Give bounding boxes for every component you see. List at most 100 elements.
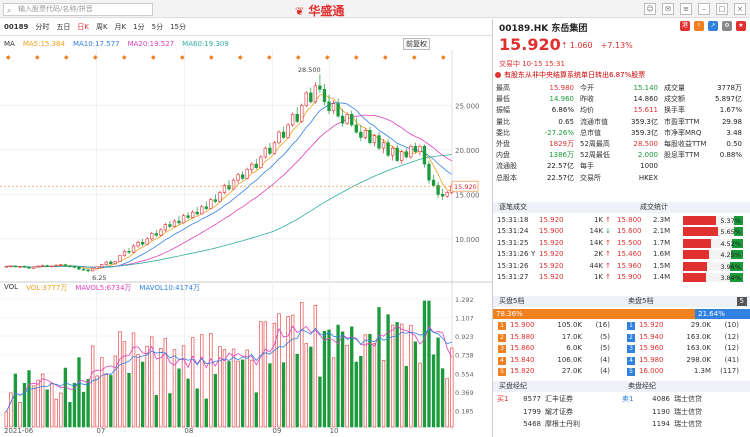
bid-level-num: 5 xyxy=(498,368,506,377)
mavol10-value: MAVOL10:4174万 xyxy=(139,284,200,292)
ask-level[interactable]: 2 15.940 163.0K (12) xyxy=(622,332,750,344)
volume-bar xyxy=(304,343,308,428)
event-marker-icon[interactable]: ◆ xyxy=(122,54,127,61)
broker-header: 买盘经纪 卖盘经纪 xyxy=(493,381,750,392)
bid-level[interactable]: 1 15.900 105.0K (16) xyxy=(493,320,622,332)
favorite-icon[interactable]: ★ xyxy=(736,21,746,31)
volume-bar xyxy=(13,373,18,428)
volume-bar xyxy=(254,392,258,428)
volume-bar xyxy=(322,330,327,428)
stat-percent: 5.37% xyxy=(720,217,741,225)
candle xyxy=(418,146,422,152)
share-icon[interactable]: ↗ xyxy=(708,21,718,31)
settings-icon[interactable]: ⚙ xyxy=(722,21,732,31)
ask-level[interactable]: 5 16.000 1.3M (117) xyxy=(622,366,750,378)
event-marker-icon[interactable]: ◆ xyxy=(267,54,272,61)
news-banner[interactable]: 有股东从非中央结算系统单日转出6.87%股票 xyxy=(495,70,747,81)
bid-level[interactable]: 5 15.820 27.0K (4) xyxy=(493,366,622,378)
quote-value: 14.860 xyxy=(633,95,659,104)
tab-5[interactable]: 1分 xyxy=(133,23,145,31)
quote-value: 1829万 xyxy=(549,139,574,148)
event-marker-icon[interactable]: ◆ xyxy=(6,54,11,61)
candle xyxy=(150,233,154,240)
event-marker-icon[interactable]: ◆ xyxy=(238,54,243,61)
tick-time: 15:31:24 xyxy=(497,227,529,236)
ask-header: 卖盘5档 5 xyxy=(622,296,750,307)
quote-value: 3.48 xyxy=(726,128,742,137)
broker-ask-name[interactable]: 瑞士信贷 xyxy=(674,420,702,428)
event-marker-icon[interactable]: ◆ xyxy=(151,54,156,61)
message-icon[interactable]: ✉ xyxy=(662,3,674,15)
event-marker-icon[interactable]: ◆ xyxy=(325,54,330,61)
tab-4[interactable]: 月K xyxy=(114,23,127,31)
book-row: 2 15.880 17.0K (5) 2 15.940 163.0K (12) xyxy=(493,332,750,344)
adjust-dropdown[interactable]: 前复权 xyxy=(403,38,430,50)
event-marker-icon[interactable]: ◆ xyxy=(412,54,417,61)
ask-level[interactable]: 3 15.960 163.0K (12) xyxy=(622,343,750,355)
bid-level[interactable]: 2 15.880 17.0K (5) xyxy=(493,332,622,344)
app-name: 华盛通 xyxy=(308,4,345,18)
candle xyxy=(345,113,349,124)
candle xyxy=(168,224,172,227)
quote-label: 流通市值 xyxy=(580,117,608,126)
broker-bid-id: 5468 xyxy=(523,420,541,428)
volume-bar xyxy=(95,375,99,428)
stat-price: 15.600 xyxy=(617,227,642,236)
close-icon[interactable]: × xyxy=(734,3,746,15)
volume-bar xyxy=(36,379,40,428)
broker-bid-name[interactable]: 耀才证券 xyxy=(545,407,573,416)
menu-icon[interactable]: ≡ xyxy=(680,3,692,15)
tab-0[interactable]: 分时 xyxy=(35,23,50,31)
event-marker-icon[interactable]: ◆ xyxy=(180,54,185,61)
quote-row: 量比 0.65 流通市值 359.3亿 市盈率TTM 29.98 xyxy=(496,117,748,128)
ask-level[interactable]: 1 15.920 29.0K (10) xyxy=(622,320,750,332)
tab-stats[interactable]: 成交统计 xyxy=(640,203,668,211)
stat-bar-fill-green xyxy=(730,272,743,282)
candle xyxy=(327,101,331,112)
volume-bar xyxy=(236,360,240,428)
ask-level[interactable]: 4 15.980 298.0K (41) xyxy=(622,355,750,367)
ask-level-num: 4 xyxy=(627,356,635,365)
tick-price: 15.920 xyxy=(539,261,564,270)
bid-ask-ratio: 78.36% 21.64% xyxy=(493,309,750,319)
broker-bid-name[interactable]: 汇丰证券 xyxy=(545,395,573,403)
minimize-icon[interactable]: – xyxy=(698,3,710,15)
alert-icon[interactable]: ! xyxy=(694,21,704,31)
volume-bar xyxy=(313,304,318,428)
tick-row: 15:31:26 Y 15.920 2K ↑ 15.460 1.6M 4.25% xyxy=(493,249,750,260)
broker-ask-name[interactable]: 瑞士信贷 xyxy=(674,407,702,416)
event-marker-icon[interactable]: ◆ xyxy=(354,54,359,61)
event-marker-icon[interactable]: ◆ xyxy=(64,54,69,61)
tab-7[interactable]: 15分 xyxy=(170,23,186,31)
bid-count: (16) xyxy=(595,321,610,329)
quote-row: 最低 14.960 昨收 14.860 成交额 5.897亿 xyxy=(496,94,748,105)
broker-ask-name[interactable]: 瑞士信贷 xyxy=(674,395,702,403)
candle xyxy=(172,220,177,227)
tick-volume: 44K xyxy=(589,261,604,270)
event-marker-icon[interactable]: ◆ xyxy=(209,54,214,61)
candle xyxy=(290,113,295,126)
event-marker-icon[interactable]: ◆ xyxy=(93,54,98,61)
candle xyxy=(145,238,149,245)
bid-level[interactable]: 4 15.840 106.0K (4) xyxy=(493,355,622,367)
search-input[interactable]: ⌕ 输入股票代码/名称/拼音 xyxy=(3,3,153,16)
tab-3[interactable]: 周K xyxy=(95,23,108,31)
tab-6[interactable]: 5分 xyxy=(151,23,164,31)
depth-count[interactable]: 5 xyxy=(736,297,747,306)
tab-2[interactable]: 日K xyxy=(77,23,89,31)
event-marker-icon[interactable]: ◆ xyxy=(296,54,301,61)
event-marker-icon[interactable]: ◆ xyxy=(383,54,388,61)
broker-bid-name[interactable]: 摩根士丹利 xyxy=(545,420,580,428)
kline-chart[interactable]: 25.000 20.000 15.000 10.000 ◆ ◆ ◆ ◆ ◆ ◆ ◆ ◆ ◆ ◆ ◆ ◆ ◆ ◆ ◆ ◆… xyxy=(0,50,492,430)
candle xyxy=(268,147,272,154)
tab-1[interactable]: 五日 xyxy=(56,23,71,31)
price-axis-label: 20.000 xyxy=(455,147,480,155)
quote-value: 0.88% xyxy=(719,151,742,160)
maximize-icon[interactable]: □ xyxy=(716,3,728,15)
tab-ticks[interactable]: 逐笔成交 xyxy=(499,203,527,211)
bid-level[interactable]: 3 15.860 6.0K (5) xyxy=(493,343,622,355)
event-marker-icon[interactable]: ◆ xyxy=(35,54,40,61)
user-icon[interactable]: ☺ xyxy=(644,3,656,15)
ask-count: (117) xyxy=(720,367,739,376)
event-marker-icon[interactable]: ◆ xyxy=(441,54,446,61)
